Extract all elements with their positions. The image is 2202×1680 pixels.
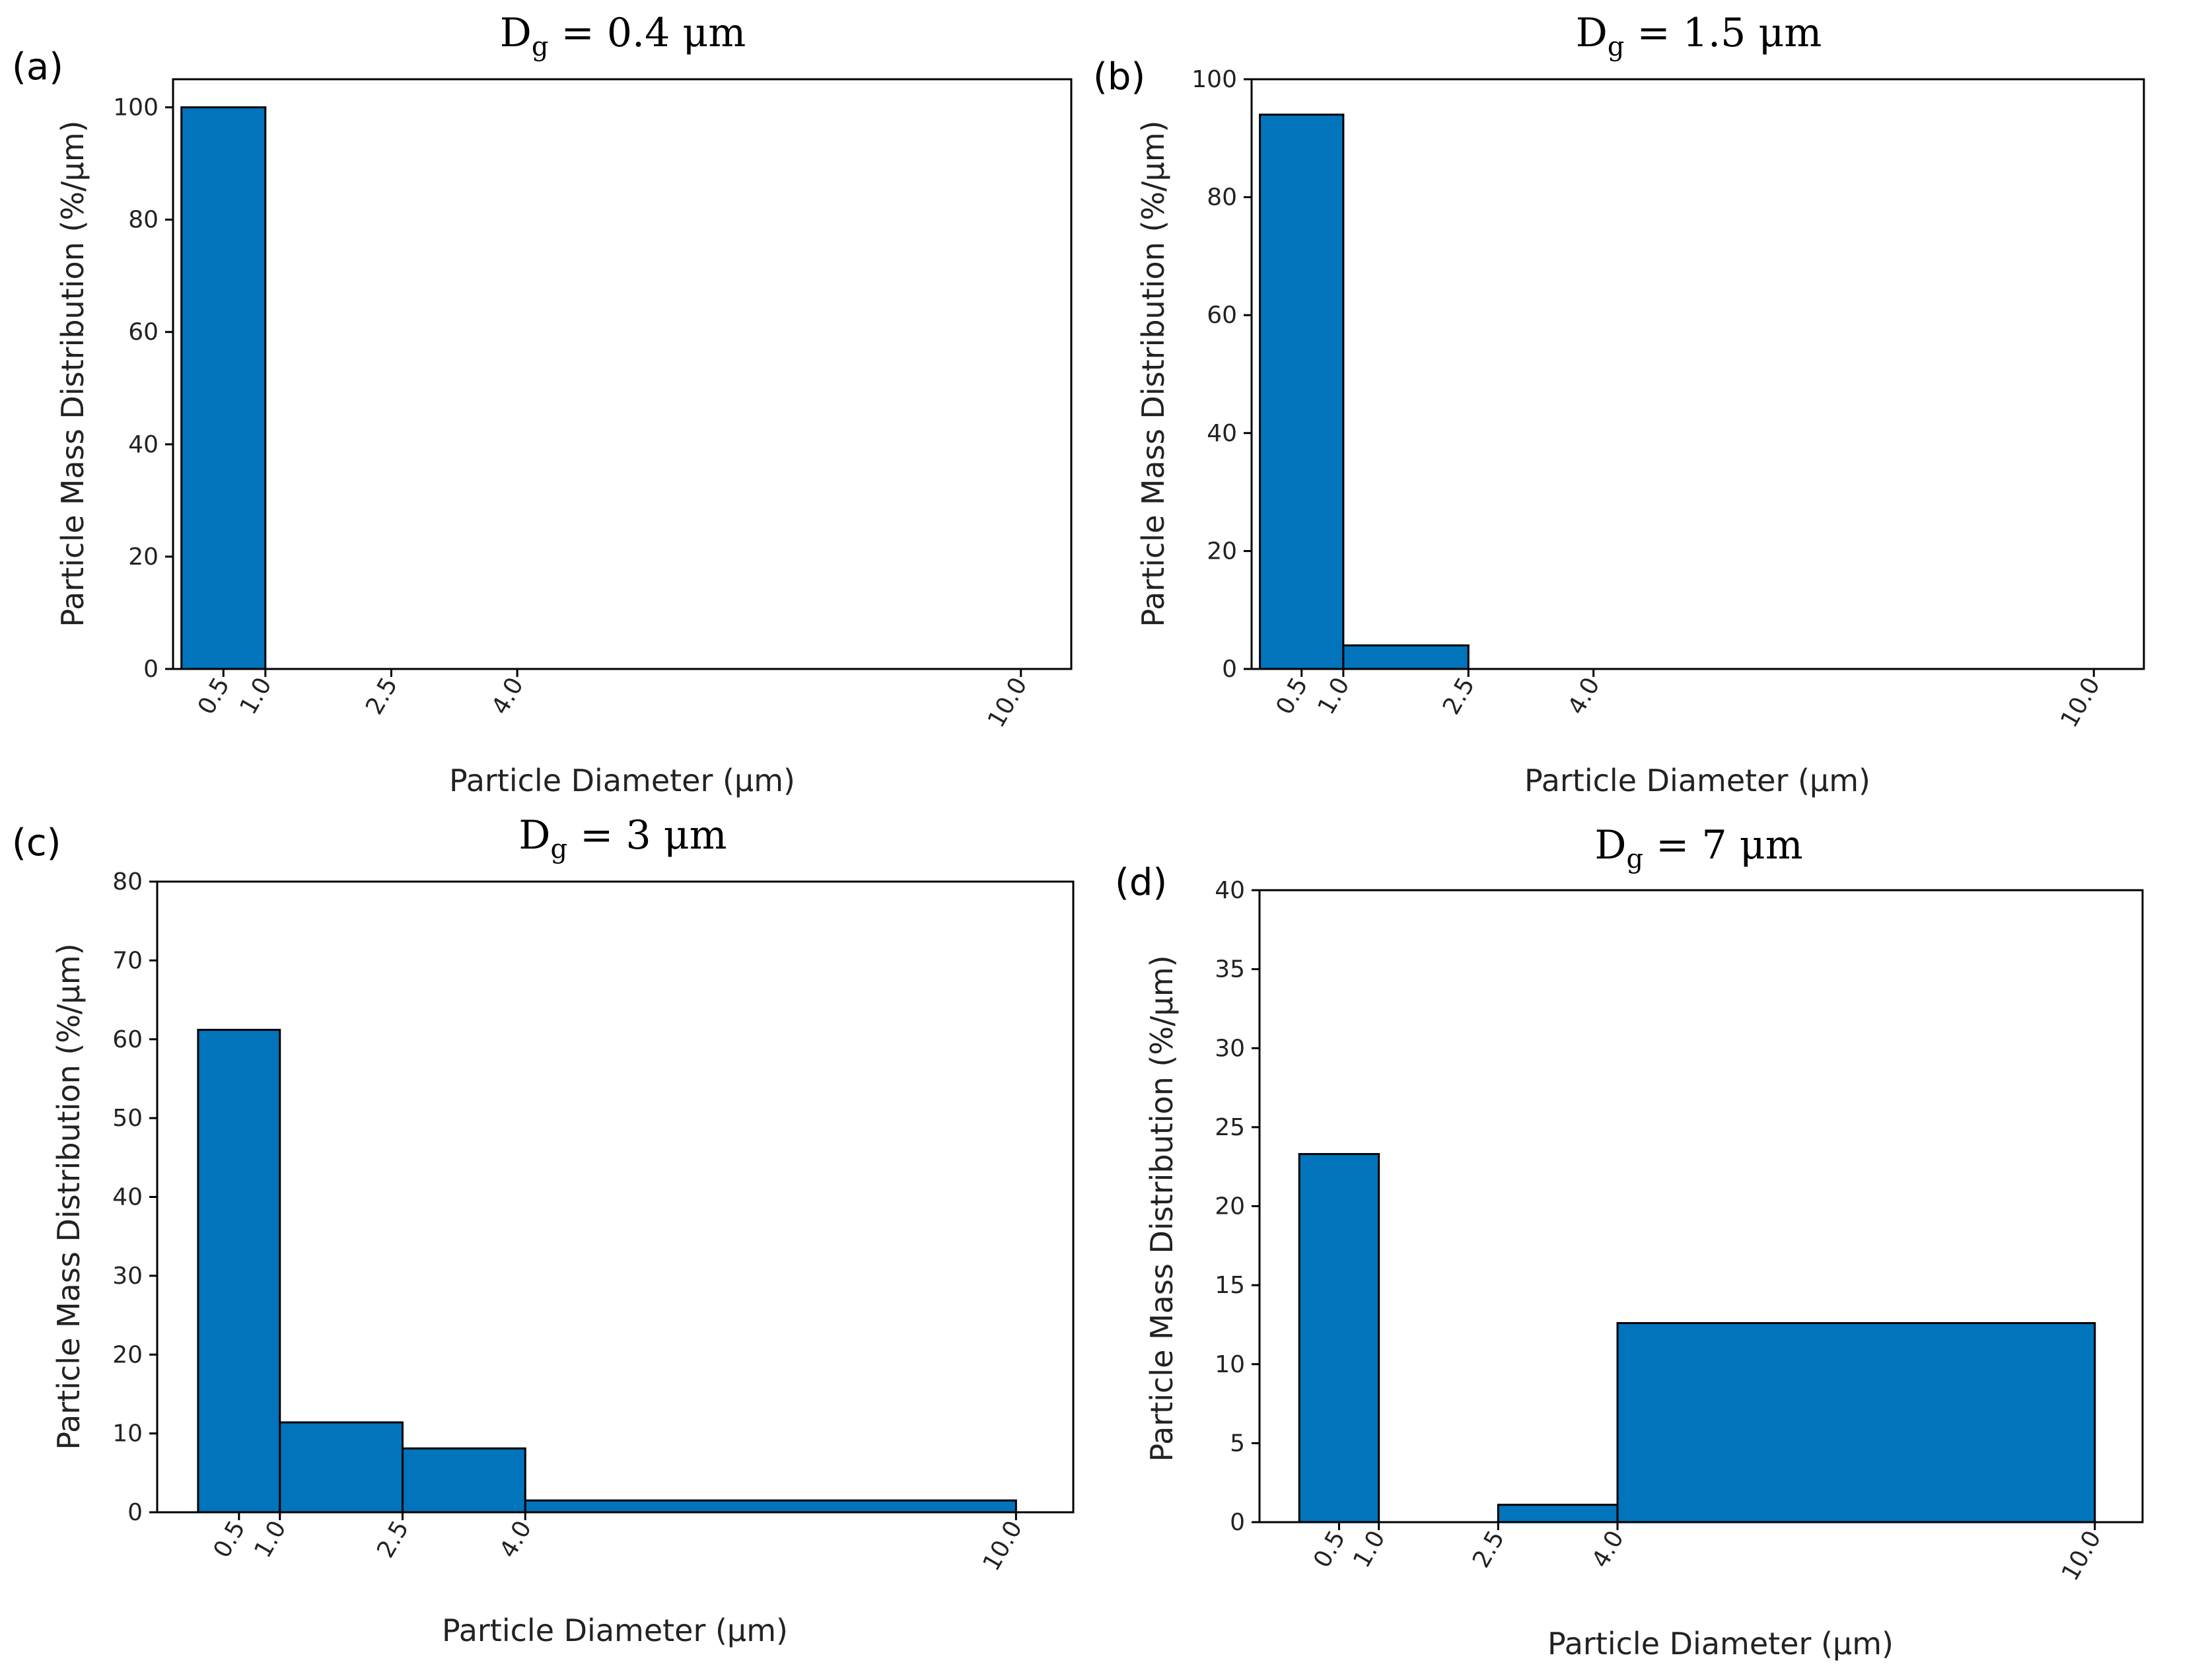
bar-0 bbox=[197, 1028, 281, 1514]
bar-1 bbox=[1342, 644, 1470, 670]
y-axis-label: Particle Mass Distribution (%/μm) bbox=[51, 943, 87, 1450]
x-tick-label: 1.0 bbox=[249, 1516, 291, 1562]
y-tick-label: 60 bbox=[128, 319, 159, 346]
x-tick-label: 4.0 bbox=[1587, 1526, 1629, 1572]
y-tick-label: 40 bbox=[112, 1184, 143, 1211]
y-tick-label: 35 bbox=[1215, 956, 1245, 983]
y-tick-label: 40 bbox=[128, 431, 159, 458]
y-tick-label: 60 bbox=[112, 1026, 143, 1053]
x-axis-label: Particle Diameter (μm) bbox=[1524, 763, 1870, 798]
x-axis-label: Particle Diameter (μm) bbox=[449, 763, 795, 798]
y-tick-label: 25 bbox=[1215, 1114, 1245, 1141]
panel-label: (a) bbox=[12, 46, 63, 88]
y-tick-label: 0 bbox=[143, 656, 159, 683]
y-tick-label: 80 bbox=[112, 868, 143, 895]
y-tick-label: 80 bbox=[128, 207, 159, 234]
x-tick-label: 10.0 bbox=[2057, 1526, 2107, 1586]
x-tick-label: 2.5 bbox=[1468, 1526, 1510, 1572]
y-tick-label: 70 bbox=[112, 947, 143, 974]
y-tick-label: 0 bbox=[1230, 1509, 1245, 1536]
y-tick-label: 20 bbox=[128, 543, 159, 571]
x-tick-label: 4.0 bbox=[1563, 673, 1605, 719]
bar-2 bbox=[402, 1447, 526, 1514]
x-axis-label: Particle Diameter (μm) bbox=[442, 1613, 788, 1648]
bar-0 bbox=[180, 106, 267, 670]
y-tick-label: 10 bbox=[112, 1420, 143, 1448]
x-tick-label: 1.0 bbox=[234, 673, 277, 719]
chart-title: Dg = 3 μm bbox=[518, 812, 727, 864]
y-tick-label: 40 bbox=[1207, 420, 1237, 447]
x-axis-label: Particle Diameter (μm) bbox=[1547, 1626, 1894, 1662]
chart-title: Dg = 7 μm bbox=[1594, 822, 1802, 874]
y-tick-label: 0 bbox=[1222, 656, 1237, 683]
plot-frame bbox=[1250, 78, 2145, 670]
y-tick-label: 40 bbox=[1215, 877, 1245, 904]
bar-0 bbox=[1259, 114, 1345, 670]
y-tick-label: 30 bbox=[112, 1263, 143, 1290]
panel-label: (b) bbox=[1093, 55, 1145, 98]
chart-title: Dg = 1.5 μm bbox=[1576, 10, 1822, 62]
bar-0 bbox=[1298, 1153, 1380, 1523]
y-tick-label: 20 bbox=[1215, 1193, 1245, 1220]
y-tick-label: 20 bbox=[1207, 538, 1237, 565]
x-tick-label: 2.5 bbox=[372, 1516, 414, 1562]
x-tick-label: 0.5 bbox=[1271, 673, 1313, 719]
y-tick-label: 50 bbox=[112, 1105, 143, 1132]
bar-2 bbox=[1497, 1504, 1619, 1523]
panel-a: (a) Dg = 0.4 μm 0 20 40 60 80 100 0.5 1.0 2.5 4.… bbox=[12, 10, 1073, 798]
plot-frame bbox=[172, 78, 1073, 670]
y-tick-label: 80 bbox=[1207, 184, 1237, 211]
x-tick-label: 10.0 bbox=[2055, 673, 2106, 732]
y-tick-label: 20 bbox=[112, 1341, 143, 1368]
y-tick-label: 15 bbox=[1215, 1272, 1245, 1299]
x-tick-label: 2.5 bbox=[1438, 673, 1480, 719]
x-tick-label: 1.0 bbox=[1313, 673, 1355, 719]
y-tick-label: 60 bbox=[1207, 302, 1237, 329]
y-tick-label: 10 bbox=[1215, 1351, 1245, 1378]
y-axis-label: Particle Mass Distribution (%/μm) bbox=[1135, 120, 1171, 627]
panel-b: (b) Dg = 1.5 μm 0 20 40 60 80 100 0.51.0 2.5 4.… bbox=[1093, 10, 2145, 798]
x-tick-label: 2.5 bbox=[361, 673, 403, 719]
x-tick-label: 0.5 bbox=[193, 673, 235, 719]
bar-3 bbox=[1616, 1322, 2096, 1523]
y-tick-label: 100 bbox=[113, 94, 159, 122]
y-axis-label: Particle Mass Distribution (%/μm) bbox=[55, 120, 90, 627]
chart-title: Dg = 0.4 μm bbox=[500, 10, 746, 62]
x-tick-label: 0.5 bbox=[208, 1516, 250, 1562]
plot-frame bbox=[156, 880, 1075, 1514]
y-axis-label: Particle Mass Distribution (%/μm) bbox=[1144, 955, 1180, 1461]
panel-label: (d) bbox=[1115, 861, 1167, 904]
x-tick-label: 0.5 bbox=[1308, 1526, 1351, 1572]
x-tick-label: 10.0 bbox=[978, 1516, 1028, 1576]
y-tick-label: 30 bbox=[1215, 1035, 1245, 1062]
x-tick-label: 4.0 bbox=[487, 673, 529, 719]
x-tick-label: 1.0 bbox=[1348, 1526, 1390, 1572]
y-tick-label: 5 bbox=[1230, 1430, 1245, 1457]
y-tick-label: 0 bbox=[127, 1499, 143, 1526]
panel-c: (c) Dg = 3 μm 0 10 20 30 40 50 60 70 80 0.51.0 2.… bbox=[12, 812, 1075, 1648]
bar-1 bbox=[279, 1421, 404, 1514]
panel-label: (c) bbox=[12, 822, 61, 864]
y-tick-label: 100 bbox=[1191, 66, 1237, 93]
bar-3 bbox=[524, 1499, 1017, 1514]
x-tick-label: 4.0 bbox=[495, 1516, 537, 1562]
panel-d: (d) Dg = 7 μm 0 5 10 15 20 25 30 35 40 0.51.0 2.5… bbox=[1115, 822, 2144, 1662]
x-tick-label: 10.0 bbox=[983, 673, 1033, 732]
